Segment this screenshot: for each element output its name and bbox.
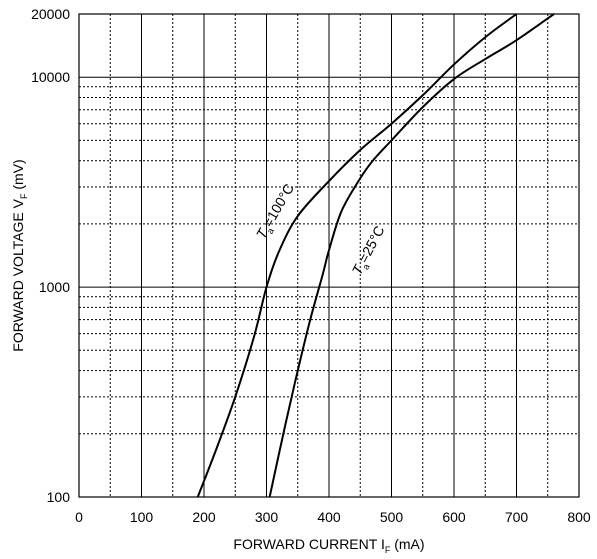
x-tick-label: 500	[380, 509, 404, 525]
x-tick-label: 200	[192, 509, 216, 525]
x-tick-label: 100	[130, 509, 154, 525]
series-line-ta-25c	[268, 13, 555, 498]
series-label-ta-100c: Ta=100°C	[253, 181, 300, 243]
x-tick-label: 700	[505, 509, 529, 525]
series-layer	[196, 13, 555, 498]
y-tick-label: 20000	[31, 6, 70, 22]
y-tick-label: 1000	[39, 279, 70, 295]
x-axis-title: FORWARD CURRENT IF (mA)	[233, 536, 424, 555]
x-tick-label: 300	[255, 509, 279, 525]
x-tick-label: 400	[317, 509, 341, 525]
series-label-ta-25c: Ta=25°C	[349, 223, 391, 279]
x-tick-label: 0	[75, 509, 83, 525]
grid	[78, 13, 580, 498]
x-tick-label: 800	[567, 509, 591, 525]
tick-labels: 0 100 200 300 400 500 600 700 800100100010000200…	[31, 6, 591, 525]
series-line-ta-100c	[196, 13, 518, 498]
plot-frame	[78, 13, 580, 498]
x-tick-label: 600	[442, 509, 466, 525]
y-axis-title: FORWARD VOLTAGE VF (mV)	[10, 159, 29, 351]
y-tick-label: 100	[47, 489, 71, 505]
y-tick-label: 10000	[31, 69, 70, 85]
